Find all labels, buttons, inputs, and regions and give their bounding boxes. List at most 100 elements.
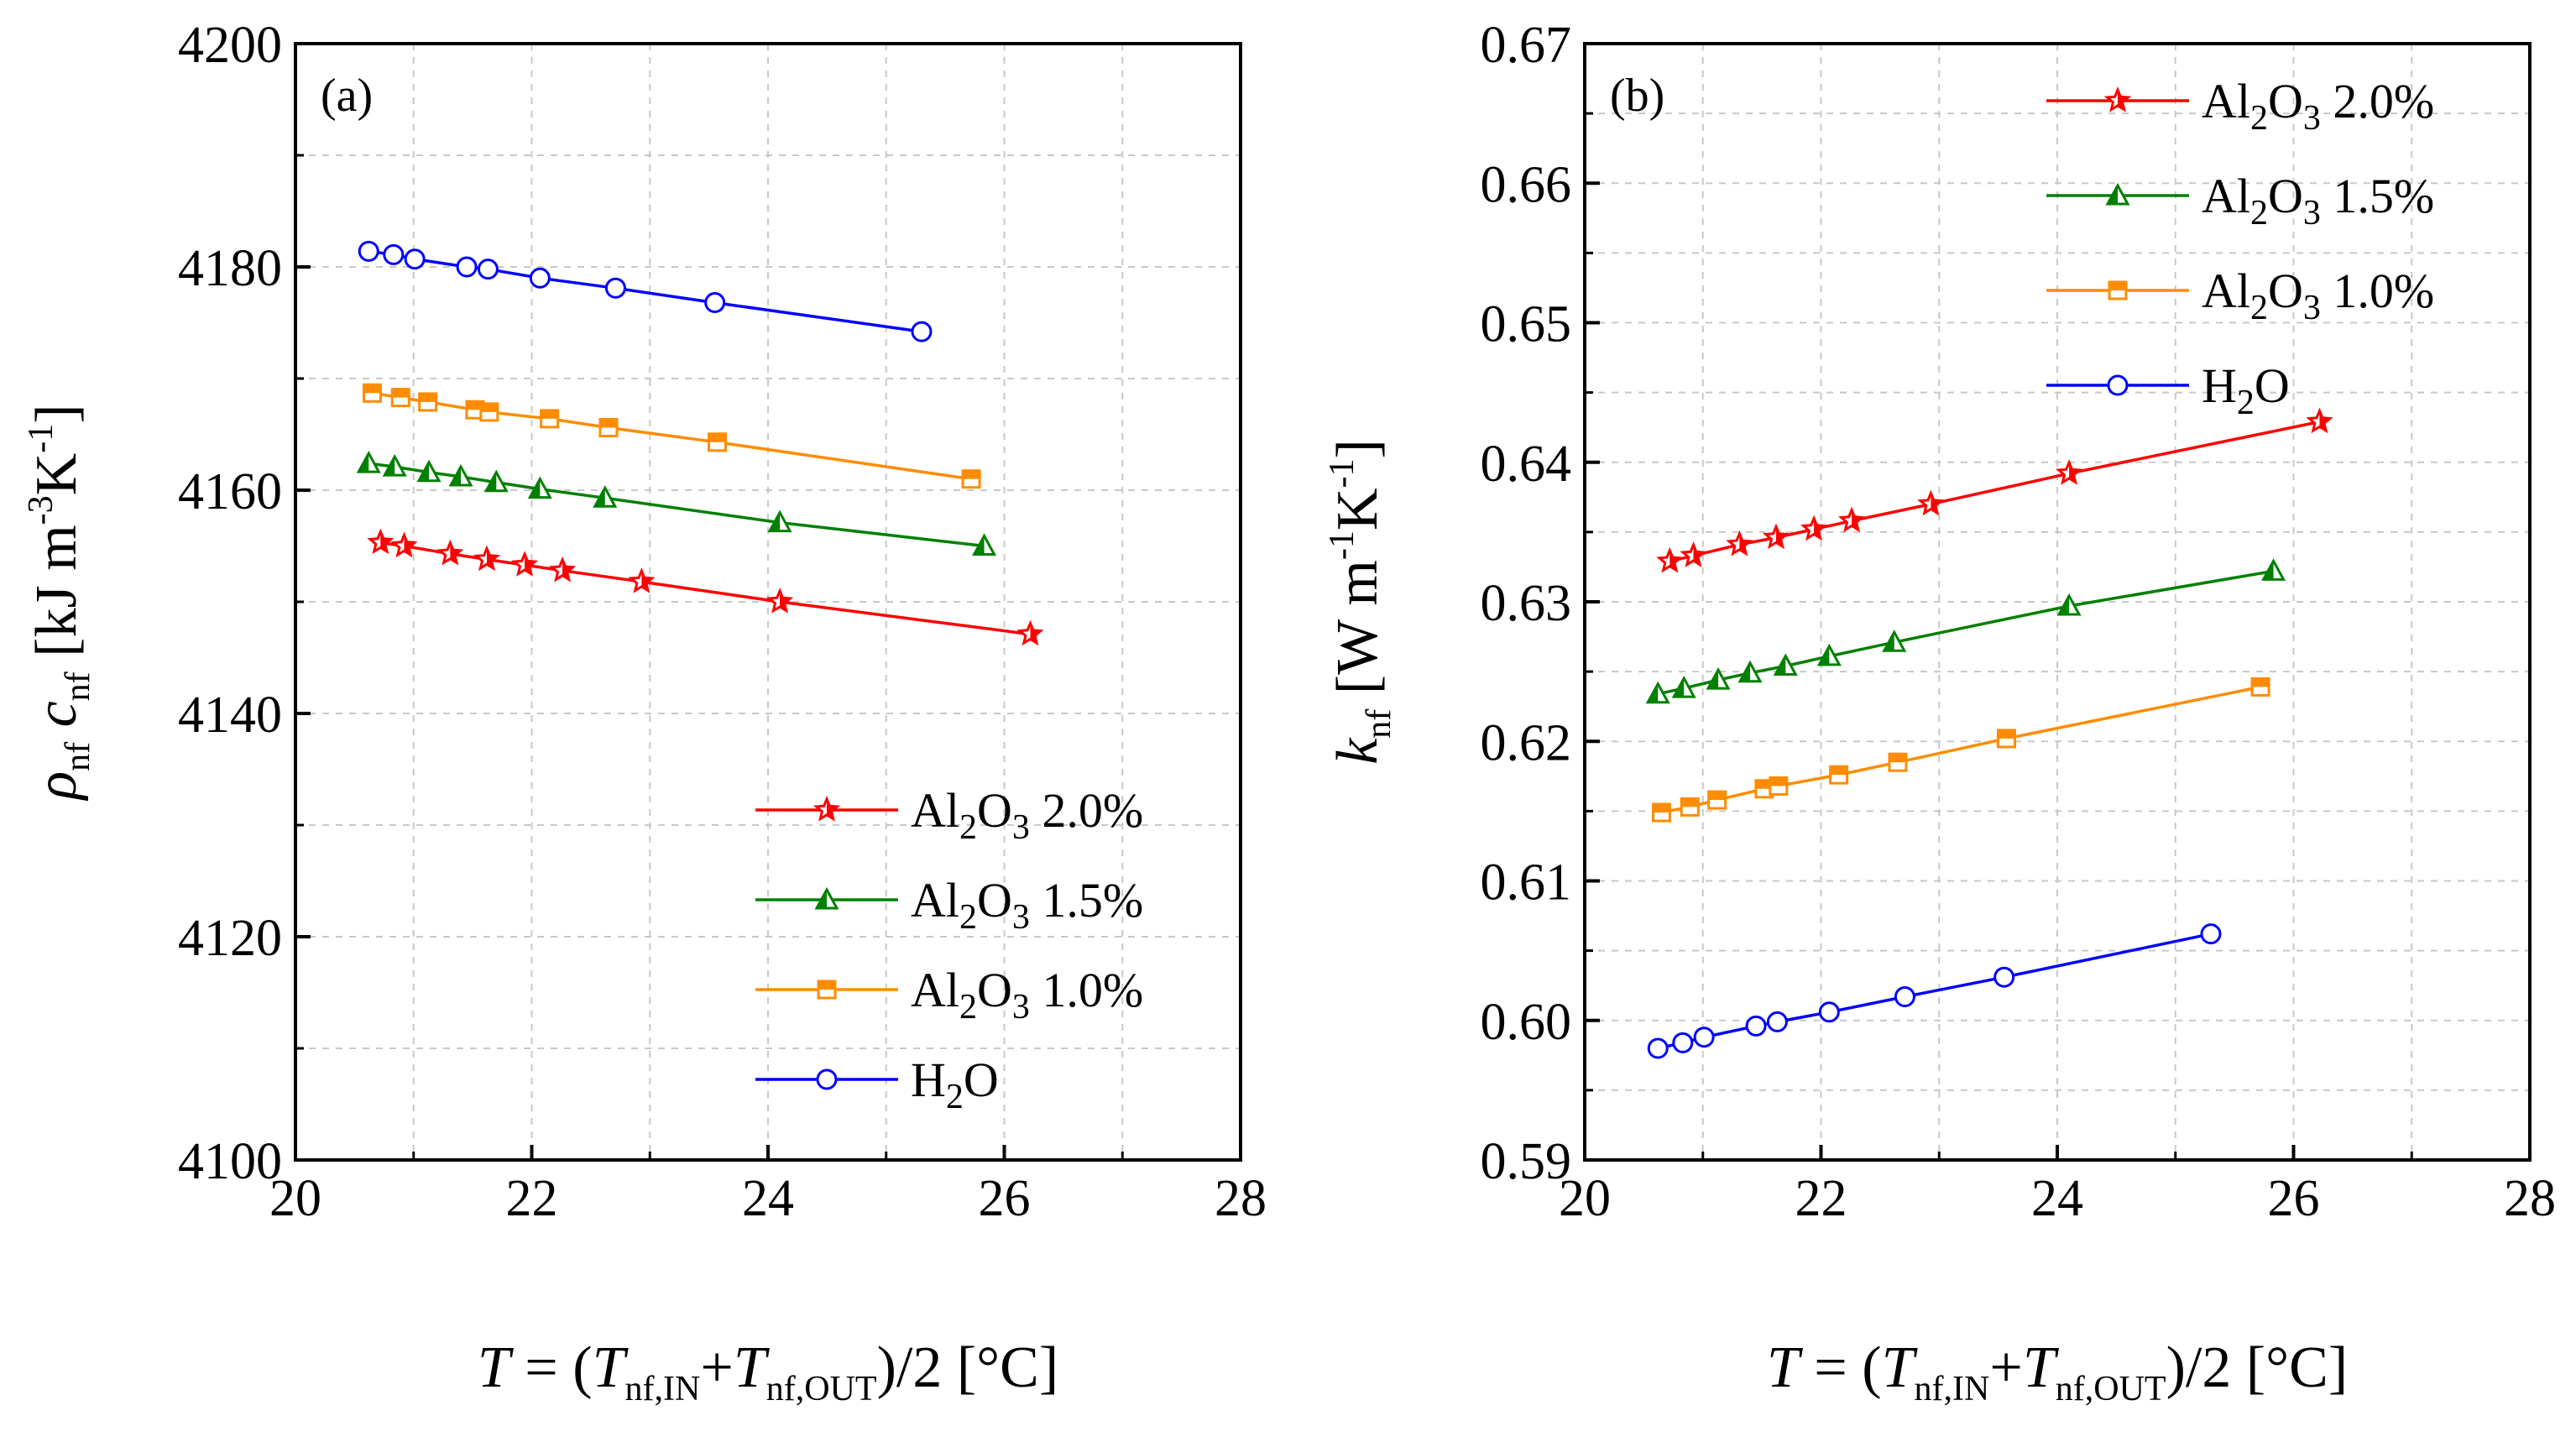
legend-chem: O bbox=[2255, 358, 2290, 413]
data-point bbox=[1647, 1037, 1669, 1059]
y-tick-label: 0.63 bbox=[1481, 575, 1572, 632]
x-tick-label: 26 bbox=[979, 1170, 1031, 1227]
x-tick-label: 22 bbox=[1795, 1170, 1847, 1227]
y-tick-label: 0.60 bbox=[1481, 994, 1572, 1051]
data-point-fill bbox=[1739, 533, 1750, 554]
data-point-fill bbox=[1889, 754, 1906, 763]
data-point-fill bbox=[2252, 678, 2270, 687]
y-title-exp: -1 bbox=[22, 424, 60, 453]
data-point-fill bbox=[2263, 561, 2274, 580]
data-point bbox=[477, 259, 499, 280]
legend-entry: H2O bbox=[2202, 358, 2290, 422]
data-point-fill bbox=[1693, 545, 1704, 565]
y-tick-label: 4180 bbox=[178, 240, 282, 297]
y-title-space bbox=[24, 657, 89, 672]
data-point-fill bbox=[1830, 766, 1847, 776]
data-point-fill bbox=[450, 542, 461, 563]
y-title-exp: -3 bbox=[22, 495, 60, 525]
legend-pct: 2.0% bbox=[2321, 74, 2434, 128]
data-point-fill bbox=[1884, 632, 1894, 651]
panel-label: (b) bbox=[1610, 70, 1664, 122]
y-title-var: k bbox=[1325, 737, 1390, 765]
x-tick-label: 26 bbox=[2268, 1170, 2320, 1227]
data-point-fill bbox=[708, 433, 726, 442]
data-point-fill bbox=[1775, 656, 1786, 675]
legend-pct: 1.0% bbox=[1030, 963, 1143, 1017]
data-point-fill bbox=[1674, 678, 1685, 697]
data-point bbox=[1745, 1015, 1767, 1037]
series-1 bbox=[1645, 558, 2286, 704]
series-3 bbox=[358, 240, 933, 342]
x-title-tail: )/2 [°C] bbox=[2166, 1335, 2349, 1400]
y-tick-label: 4200 bbox=[178, 17, 282, 74]
legend-chem: O bbox=[2268, 264, 2303, 318]
panel-a: 20 22 24 26 28410041204140416041804200(a)Al2… bbox=[22, 17, 1267, 1408]
data-point-fill bbox=[1030, 623, 1041, 644]
data-point-fill bbox=[594, 488, 605, 507]
legend-pct: 1.5% bbox=[2321, 169, 2434, 223]
data-point-fill bbox=[1819, 645, 1830, 665]
x-tick-label: 28 bbox=[2504, 1170, 2556, 1227]
y-tick-label: 0.59 bbox=[1481, 1133, 1572, 1190]
series-line bbox=[1661, 685, 2261, 814]
y-axis-title: knf [W m-1K-1] bbox=[1323, 439, 1398, 765]
data-point-fill bbox=[487, 548, 498, 568]
y-title-sub: nf bbox=[1360, 709, 1398, 739]
data-point-fill bbox=[1740, 662, 1751, 682]
data-point-fill bbox=[1998, 729, 2015, 739]
panel-b: 20 22 24 26 280.590.600.610.620.630.640.650.… bbox=[1323, 17, 2556, 1408]
x-tick-label: 20 bbox=[269, 1170, 321, 1227]
legend-chem: O bbox=[977, 783, 1012, 838]
data-point-fill bbox=[770, 512, 781, 531]
x-title-sub: nf,OUT bbox=[2056, 1370, 2166, 1408]
data-point-fill bbox=[1755, 780, 1773, 789]
legend-sub: 3 bbox=[2303, 289, 2321, 327]
data-point-fill bbox=[480, 403, 498, 412]
legend-chem: O bbox=[977, 873, 1012, 927]
data-point-fill bbox=[780, 591, 791, 611]
data-point-fill bbox=[2319, 410, 2330, 431]
legend-marker bbox=[2107, 374, 2129, 396]
legend-sub: 3 bbox=[1012, 898, 1030, 937]
data-point bbox=[1818, 1001, 1840, 1023]
data-point-fill bbox=[363, 384, 381, 394]
legend-sub: 3 bbox=[1012, 808, 1030, 847]
series-1 bbox=[356, 450, 997, 556]
legend-sub: 2 bbox=[946, 1078, 964, 1116]
legend-entry: H2O bbox=[911, 1053, 999, 1116]
legend-sub: 2 bbox=[2250, 99, 2268, 138]
legend-pct: 1.0% bbox=[2321, 264, 2434, 318]
legend-pct: 1.5% bbox=[1030, 873, 1143, 927]
x-title-var: T bbox=[478, 1335, 515, 1400]
data-point bbox=[1894, 985, 1915, 1007]
x-title-var: T bbox=[1882, 1335, 1919, 1400]
data-point-fill bbox=[562, 559, 573, 580]
data-point bbox=[1693, 1027, 1715, 1048]
y-tick-label: 0.64 bbox=[1481, 436, 1572, 493]
x-title-plus: + bbox=[1989, 1335, 2022, 1400]
data-point-fill bbox=[392, 389, 410, 398]
data-point-fill bbox=[1648, 683, 1659, 703]
data-point-fill bbox=[2069, 462, 2080, 483]
y-tick-label: 4120 bbox=[178, 910, 282, 967]
y-tick-label: 0.65 bbox=[1481, 296, 1572, 353]
grid bbox=[1585, 44, 2530, 1160]
x-tick-label: 24 bbox=[742, 1170, 794, 1227]
data-point-fill bbox=[1814, 518, 1825, 539]
legend-sub: 3 bbox=[1012, 988, 1030, 1027]
data-point bbox=[529, 267, 551, 289]
data-point-fill bbox=[963, 470, 980, 479]
series-0 bbox=[367, 528, 1044, 646]
legend-entry: Al2O3 2.0% bbox=[911, 783, 1143, 847]
legend-chem: Al bbox=[2202, 169, 2250, 223]
data-point-fill bbox=[1769, 777, 1787, 786]
series-0 bbox=[1656, 407, 2333, 573]
data-point-fill bbox=[486, 472, 497, 491]
data-point bbox=[704, 292, 726, 314]
y-title-unit: ] bbox=[24, 404, 89, 423]
x-title-var: T bbox=[1767, 1335, 1804, 1400]
legend-chem: Al bbox=[911, 963, 959, 1017]
data-point bbox=[358, 240, 379, 262]
x-title-eq: = ( bbox=[1800, 1335, 1882, 1400]
